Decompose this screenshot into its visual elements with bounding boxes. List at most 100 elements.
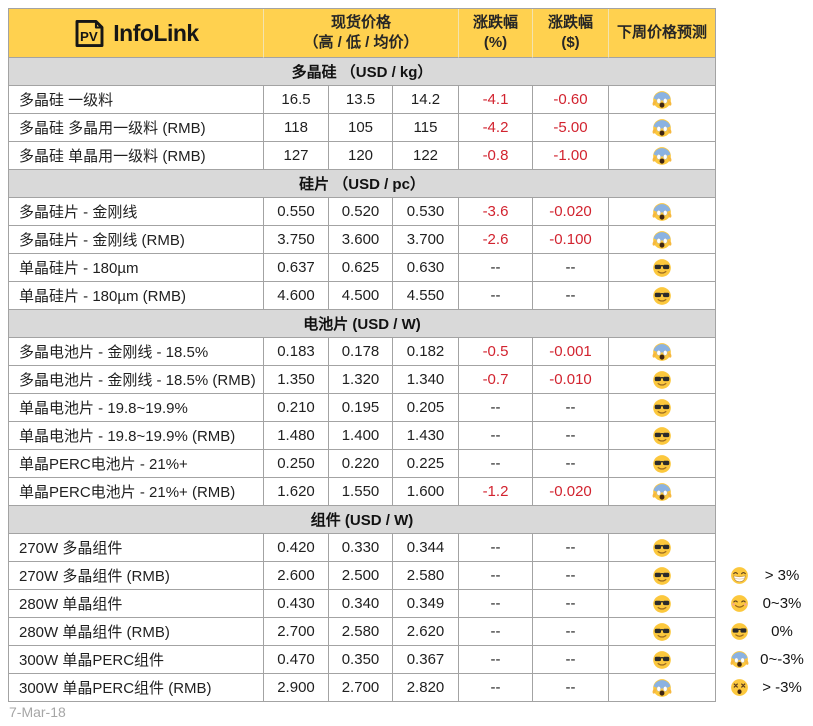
price-high: 2.600	[264, 562, 329, 590]
price-avg: 0.205	[393, 394, 459, 422]
forecast-cell	[609, 86, 716, 114]
price-avg: 14.2	[393, 86, 459, 114]
legend-item: 0~3%	[727, 589, 812, 617]
price-high: 0.183	[264, 338, 329, 366]
table-row: 300W 单晶PERC组件 (RMB) 2.900 2.700 2.820 -- --	[9, 674, 716, 702]
table-row: 单晶硅片 - 180µm (RMB) 4.600 4.500 4.550 -- --	[9, 282, 716, 310]
report-date: 7-Mar-18	[9, 704, 66, 720]
cool-emoji-icon	[653, 650, 671, 669]
change-usd: -0.100	[533, 226, 609, 254]
price-avg: 4.550	[393, 282, 459, 310]
change-pct: --	[459, 394, 533, 422]
price-table-body: 多晶硅 （USD / kg） 多晶硅 一级料 16.5 13.5 14.2 -4.1 -0.…	[9, 58, 716, 702]
forecast-cell	[609, 282, 716, 310]
section-header-row: 组件 (USD / W)	[9, 506, 716, 534]
scream-emoji-icon	[652, 482, 672, 501]
change-usd: --	[533, 450, 609, 478]
table-row: 270W 多晶组件 (RMB) 2.600 2.500 2.580 -- --	[9, 562, 716, 590]
item-name: 多晶硅片 - 金刚线	[9, 198, 264, 226]
item-name: 多晶硅 一级料	[9, 86, 264, 114]
price-low: 2.700	[329, 674, 393, 702]
price-high: 0.420	[264, 534, 329, 562]
price-avg: 2.620	[393, 618, 459, 646]
forecast-cell	[609, 422, 716, 450]
change-pct: -4.2	[459, 114, 533, 142]
forecast-cell	[609, 478, 716, 506]
price-high: 16.5	[264, 86, 329, 114]
brand-name: InfoLink	[113, 19, 199, 46]
table-row: 多晶硅 多晶用一级料 (RMB) 118 105 115 -4.2 -5.00	[9, 114, 716, 142]
price-low: 0.220	[329, 450, 393, 478]
price-high: 127	[264, 142, 329, 170]
price-avg: 0.182	[393, 338, 459, 366]
price-avg: 1.600	[393, 478, 459, 506]
legend-item: > 3%	[727, 561, 812, 589]
forecast-cell	[609, 338, 716, 366]
change-pct: -1.2	[459, 478, 533, 506]
change-usd: --	[533, 534, 609, 562]
item-name: 300W 单晶PERC组件 (RMB)	[9, 674, 264, 702]
change-usd: -0.020	[533, 198, 609, 226]
price-low: 4.500	[329, 282, 393, 310]
price-high: 0.550	[264, 198, 329, 226]
change-pct: --	[459, 562, 533, 590]
cool-emoji-icon	[653, 426, 671, 445]
section-title: 多晶硅 （USD / kg）	[9, 58, 716, 86]
column-header-forecast: 下周价格预测	[609, 9, 716, 58]
legend-icon-wrap	[727, 650, 752, 669]
change-pct: --	[459, 646, 533, 674]
table-row: 270W 多晶组件 0.420 0.330 0.344 -- --	[9, 534, 716, 562]
change-pct: -4.1	[459, 86, 533, 114]
forecast-cell	[609, 366, 716, 394]
cool-emoji-icon	[653, 566, 671, 585]
item-name: 单晶电池片 - 19.8~19.9%	[9, 394, 264, 422]
price-high: 3.750	[264, 226, 329, 254]
forecast-cell	[609, 198, 716, 226]
item-name: 280W 单晶组件 (RMB)	[9, 618, 264, 646]
price-low: 0.625	[329, 254, 393, 282]
forecast-cell	[609, 646, 716, 674]
legend-label: 0~-3%	[760, 650, 804, 668]
change-usd: --	[533, 422, 609, 450]
change-usd: -0.001	[533, 338, 609, 366]
price-low: 0.520	[329, 198, 393, 226]
column-header-change-pct: 涨跌幅 (%)	[459, 9, 533, 58]
item-name: 多晶硅 单晶用一级料 (RMB)	[9, 142, 264, 170]
price-avg: 0.367	[393, 646, 459, 674]
price-high: 0.637	[264, 254, 329, 282]
price-avg: 115	[393, 114, 459, 142]
scream-emoji-icon	[652, 342, 672, 361]
price-low: 3.600	[329, 226, 393, 254]
price-high: 0.470	[264, 646, 329, 674]
table-row: 单晶电池片 - 19.8~19.9% 0.210 0.195 0.205 -- --	[9, 394, 716, 422]
table-row: 多晶硅片 - 金刚线 (RMB) 3.750 3.600 3.700 -2.6 -0.10…	[9, 226, 716, 254]
price-low: 0.330	[329, 534, 393, 562]
change-pct: --	[459, 534, 533, 562]
change-usd: --	[533, 282, 609, 310]
table-row: 单晶电池片 - 19.8~19.9% (RMB) 1.480 1.400 1.430-…	[9, 422, 716, 450]
item-name: 单晶电池片 - 19.8~19.9% (RMB)	[9, 422, 264, 450]
scream-emoji-icon	[652, 146, 672, 165]
cool-emoji-icon	[653, 258, 671, 277]
change-pct: -0.7	[459, 366, 533, 394]
price-low: 0.340	[329, 590, 393, 618]
forecast-cell	[609, 450, 716, 478]
pv-badge-icon: PV	[75, 19, 104, 47]
price-table: PV InfoLink 现货价格 （高 / 低 / 均价） 涨跌幅 (%) 涨跌…	[8, 8, 716, 702]
price-low: 105	[329, 114, 393, 142]
change-pct: --	[459, 590, 533, 618]
forecast-cell	[609, 534, 716, 562]
price-avg: 122	[393, 142, 459, 170]
price-low: 0.178	[329, 338, 393, 366]
price-high: 1.480	[264, 422, 329, 450]
item-name: 多晶硅片 - 金刚线 (RMB)	[9, 226, 264, 254]
price-low: 1.550	[329, 478, 393, 506]
change-usd: --	[533, 562, 609, 590]
header-row: PV InfoLink 现货价格 （高 / 低 / 均价） 涨跌幅 (%) 涨跌…	[9, 9, 716, 58]
forecast-cell	[609, 254, 716, 282]
grin-emoji-icon	[731, 566, 748, 584]
table-row: 280W 单晶组件 (RMB) 2.700 2.580 2.620 -- --	[9, 618, 716, 646]
table-row: 多晶电池片 - 金刚线 - 18.5% 0.183 0.178 0.182 -0.5 -0…	[9, 338, 716, 366]
section-title: 硅片 （USD / pc）	[9, 170, 716, 198]
scream-emoji-icon	[652, 118, 672, 137]
